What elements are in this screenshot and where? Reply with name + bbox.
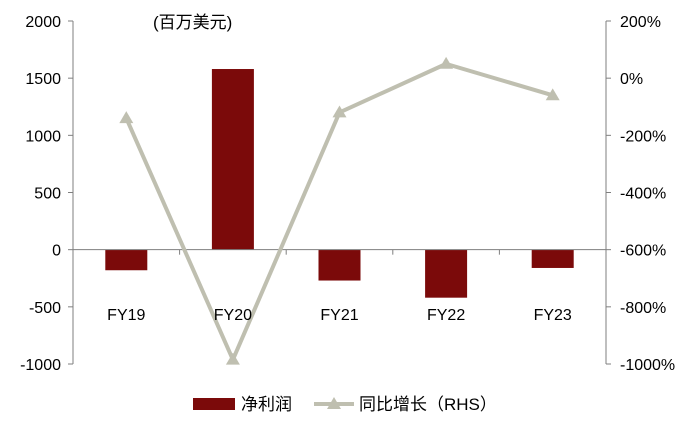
y-right-tick-label: -1000% — [620, 357, 675, 374]
y-right-tick-label: -600% — [620, 243, 666, 260]
y-left-tick-label: 1500 — [25, 71, 61, 88]
line-layer — [119, 56, 560, 365]
y-right-tick-label: -400% — [620, 186, 666, 203]
y-left-tick-label: -500 — [29, 300, 61, 317]
legend-swatch-net-profit — [193, 398, 235, 410]
growth-marker-fy21 — [332, 105, 347, 118]
axes-layer — [68, 20, 611, 365]
labels-layer: 2000 1500 1000 500 0 -500 -1000 200% 0% -200% -400… — [20, 14, 675, 374]
growth-marker-fy22 — [439, 56, 454, 69]
unit-label: (百万美元) — [153, 13, 232, 32]
bar-fy22 — [425, 249, 468, 298]
y-right-tick-label: -200% — [620, 128, 666, 145]
y-left-tick-label: 500 — [34, 186, 61, 203]
bar-fy20 — [211, 69, 254, 250]
x-tick-label-fy20: FY20 — [214, 307, 252, 324]
growth-marker-fy23 — [545, 88, 560, 101]
legend-marker-growth — [327, 397, 341, 409]
y-right-tick-label: -800% — [620, 300, 666, 317]
x-tick-label-fy19: FY19 — [107, 307, 145, 324]
x-tick-label-fy21: FY21 — [320, 307, 358, 324]
x-tick-label-fy23: FY23 — [534, 307, 572, 324]
y-left-tick-label: 0 — [52, 243, 61, 260]
legend: 净利润 同比增长（RHS） — [193, 395, 497, 414]
growth-marker-fy19 — [119, 111, 134, 124]
y-left-tick-label: -1000 — [20, 357, 61, 374]
y-right-tick-label: 0% — [620, 71, 643, 88]
legend-label-net-profit: 净利润 — [241, 395, 292, 414]
bar-fy19 — [105, 249, 148, 271]
growth-marker-fy20 — [225, 352, 240, 365]
x-tick-label-fy22: FY22 — [427, 307, 465, 324]
legend-label-growth: 同比增长（RHS） — [359, 395, 497, 414]
bar-fy21 — [318, 249, 361, 281]
y-right-tick-label: 200% — [620, 14, 661, 31]
bar-fy23 — [531, 249, 574, 268]
bars-layer — [105, 69, 574, 298]
y-left-tick-label: 2000 — [25, 14, 61, 31]
y-left-tick-label: 1000 — [25, 128, 61, 145]
